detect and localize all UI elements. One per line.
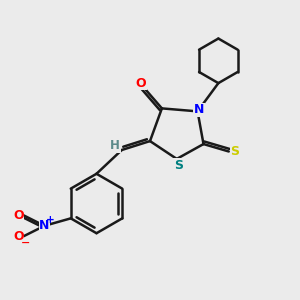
- Text: N: N: [39, 219, 50, 232]
- Text: +: +: [46, 215, 54, 225]
- Text: N: N: [194, 103, 204, 116]
- Text: S: S: [230, 145, 239, 158]
- Text: O: O: [136, 76, 146, 90]
- Text: H: H: [110, 139, 120, 152]
- Text: S: S: [174, 159, 183, 172]
- Text: −: −: [20, 238, 30, 248]
- Text: O: O: [13, 209, 24, 222]
- Text: O: O: [13, 230, 24, 243]
